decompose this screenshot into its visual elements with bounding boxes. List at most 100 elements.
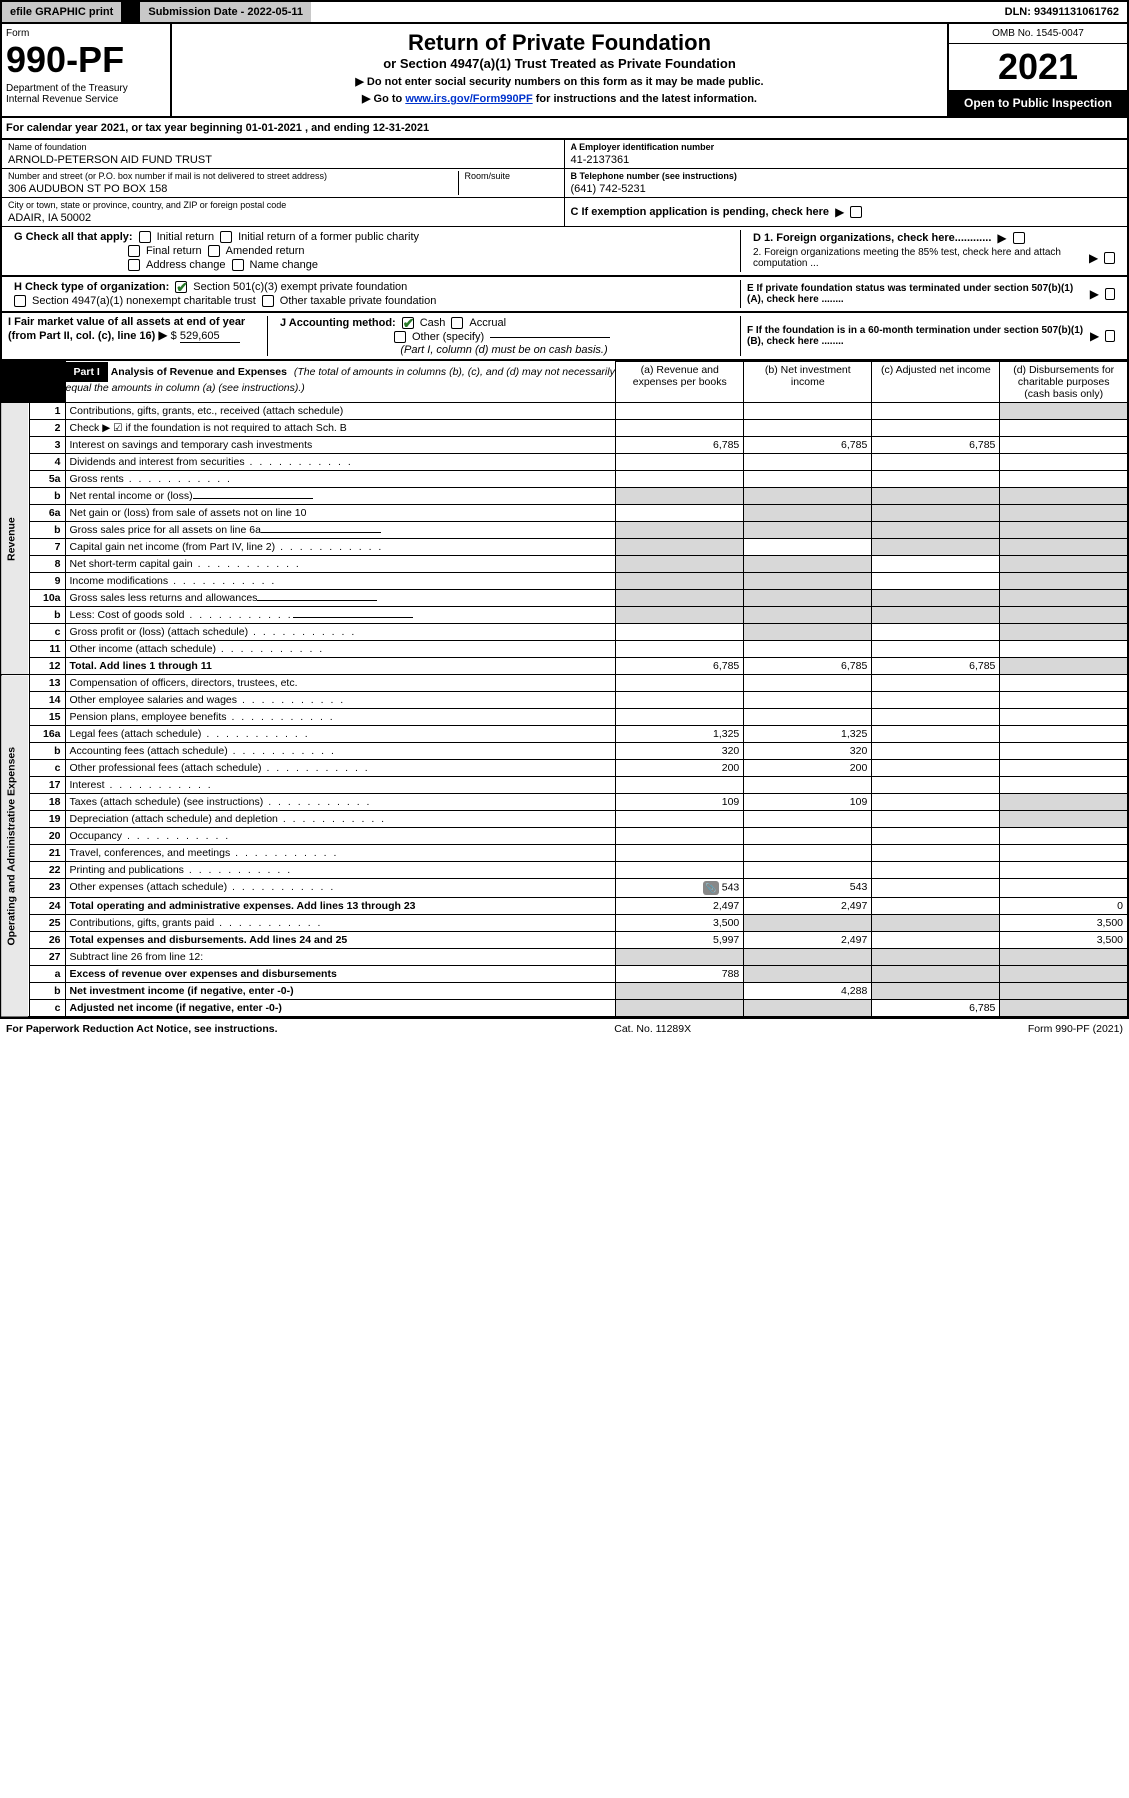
line-desc: Adjusted net income (if negative, enter …: [65, 1000, 616, 1018]
c-label: C If exemption application is pending, c…: [571, 206, 830, 218]
submission-date: Submission Date - 2022-05-11: [140, 2, 311, 22]
d2-label: 2. Foreign organizations meeting the 85%…: [753, 247, 1083, 269]
value-cell: [1000, 794, 1128, 811]
e-checkbox[interactable]: [1105, 288, 1115, 300]
value-cell: 543: [616, 879, 744, 898]
g-final-return[interactable]: [128, 245, 140, 257]
line-number: c: [29, 624, 65, 641]
value-cell: 1,325: [616, 726, 744, 743]
value-cell: [1000, 709, 1128, 726]
j-accrual-checkbox[interactable]: [451, 317, 463, 329]
value-cell: [1000, 471, 1128, 488]
ein-label: A Employer identification number: [571, 142, 1122, 152]
value-cell: [872, 932, 1000, 949]
line-number: 14: [29, 692, 65, 709]
value-cell: [872, 898, 1000, 915]
value-cell: [1000, 949, 1128, 966]
j-other-label: Other (specify): [412, 331, 484, 343]
line-number: 2: [29, 420, 65, 437]
value-cell: [616, 811, 744, 828]
d1-checkbox[interactable]: [1013, 232, 1025, 244]
d2-checkbox[interactable]: [1104, 252, 1115, 264]
value-cell: [616, 777, 744, 794]
value-cell: [616, 607, 744, 624]
value-cell: 2,497: [744, 932, 872, 949]
g-initial-return[interactable]: [139, 231, 151, 243]
value-cell: [616, 845, 744, 862]
h-opt-2: Section 4947(a)(1) nonexempt charitable …: [32, 295, 256, 307]
value-cell: [744, 692, 872, 709]
attachment-icon[interactable]: [703, 881, 719, 895]
h-501c3-checkbox[interactable]: [175, 281, 187, 293]
g-address-change[interactable]: [128, 259, 140, 271]
line-desc: Total expenses and disbursements. Add li…: [65, 932, 616, 949]
value-cell: [872, 760, 1000, 777]
value-cell: 6,785: [744, 658, 872, 675]
fmv-value: 529,605: [180, 330, 240, 343]
room-label: Room/suite: [465, 171, 558, 181]
value-cell: 6,785: [872, 658, 1000, 675]
value-cell: [872, 983, 1000, 1000]
line-desc: Income modifications: [65, 573, 616, 590]
g-opt-4: Address change: [146, 259, 226, 271]
value-cell: [616, 454, 744, 471]
value-cell: [872, 607, 1000, 624]
value-cell: 3,500: [1000, 915, 1128, 932]
line-number: 9: [29, 573, 65, 590]
footer-left: For Paperwork Reduction Act Notice, see …: [6, 1023, 278, 1035]
value-cell: [1000, 539, 1128, 556]
line-number: 13: [29, 675, 65, 692]
value-cell: 3,500: [1000, 932, 1128, 949]
value-cell: [744, 420, 872, 437]
j-cash-checkbox[interactable]: [402, 317, 414, 329]
line-desc: Net gain or (loss) from sale of assets n…: [65, 505, 616, 522]
value-cell: [616, 556, 744, 573]
value-cell: [1000, 607, 1128, 624]
g-amended-return[interactable]: [208, 245, 220, 257]
value-cell: 5,997: [616, 932, 744, 949]
value-cell: [872, 522, 1000, 539]
instructions-link[interactable]: www.irs.gov/Form990PF: [405, 93, 532, 105]
value-cell: [616, 471, 744, 488]
value-cell: [616, 539, 744, 556]
c-checkbox[interactable]: [850, 206, 862, 218]
line-number: 19: [29, 811, 65, 828]
value-cell: [872, 743, 1000, 760]
h-label: H Check type of organization:: [14, 281, 169, 293]
telephone: (641) 742-5231: [571, 181, 1122, 195]
value-cell: [872, 811, 1000, 828]
g-name-change[interactable]: [232, 259, 244, 271]
section-side-label: Operating and Administrative Expenses: [1, 675, 29, 1018]
line-desc: Occupancy: [65, 828, 616, 845]
dept-label: Department of the Treasury Internal Reve…: [6, 83, 166, 105]
section-i-j-f: I Fair market value of all assets at end…: [0, 313, 1129, 361]
arrow-icon: ▶: [1089, 251, 1098, 265]
section-side-label: Revenue: [1, 403, 29, 675]
foundation-name: ARNOLD-PETERSON AID FUND TRUST: [8, 152, 558, 166]
value-cell: [744, 709, 872, 726]
d1-label: D 1. Foreign organizations, check here..…: [753, 232, 991, 244]
value-cell: [744, 471, 872, 488]
value-cell: [616, 675, 744, 692]
arrow-icon: ▶: [835, 205, 844, 219]
instr-suffix: for instructions and the latest informat…: [533, 93, 757, 105]
value-cell: [872, 777, 1000, 794]
efile-print-label[interactable]: efile GRAPHIC print: [2, 2, 121, 22]
j-cash-label: Cash: [420, 317, 446, 329]
value-cell: [1000, 658, 1128, 675]
value-cell: [744, 777, 872, 794]
g-initial-former[interactable]: [220, 231, 232, 243]
h-4947-checkbox[interactable]: [14, 295, 26, 307]
value-cell: [744, 488, 872, 505]
value-cell: [872, 675, 1000, 692]
value-cell: [872, 726, 1000, 743]
line-desc: Pension plans, employee benefits: [65, 709, 616, 726]
f-checkbox[interactable]: [1105, 330, 1115, 342]
value-cell: 0: [1000, 898, 1128, 915]
j-other-checkbox[interactable]: [394, 331, 406, 343]
line-desc: Excess of revenue over expenses and disb…: [65, 966, 616, 983]
value-cell: [1000, 454, 1128, 471]
h-other-taxable-checkbox[interactable]: [262, 295, 274, 307]
value-cell: [1000, 505, 1128, 522]
value-cell: [616, 590, 744, 607]
